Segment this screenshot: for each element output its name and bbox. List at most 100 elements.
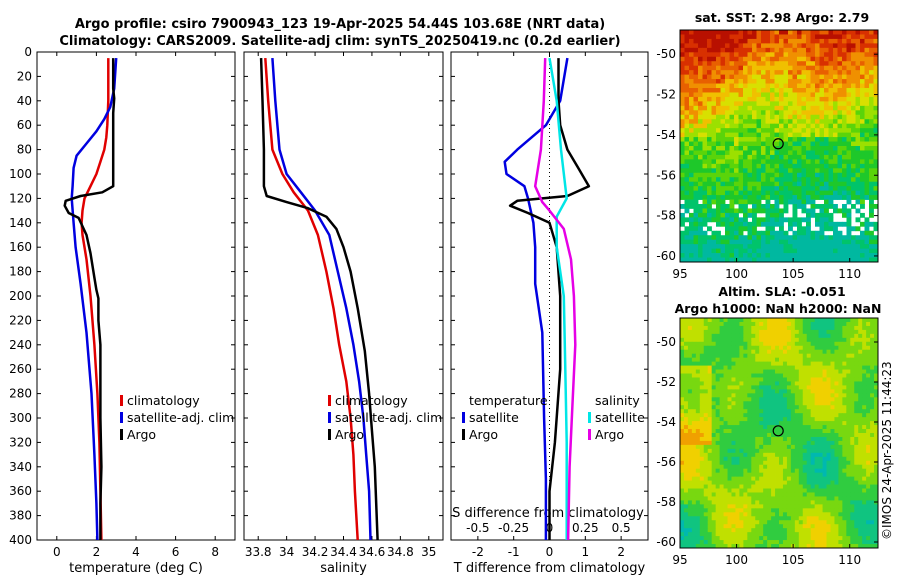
sst_map-cell xyxy=(716,38,721,44)
sla_map-cell xyxy=(747,369,752,374)
sst_map-cell xyxy=(788,119,793,125)
sla_map-cell xyxy=(723,341,728,347)
sla_map-cell xyxy=(834,488,839,493)
sst_map-cell xyxy=(788,199,793,205)
sla_map-cell xyxy=(814,365,819,370)
sst_map-cell xyxy=(855,235,861,241)
sla_map-cell xyxy=(779,460,784,466)
sla_map-cell xyxy=(695,504,701,509)
sst_map-cell xyxy=(743,92,748,98)
sla_map-cell xyxy=(866,500,871,505)
sla_map-cell xyxy=(822,484,827,489)
sla_map-cell xyxy=(715,425,720,430)
sla_map-cell xyxy=(838,369,843,374)
sst_map-cell xyxy=(711,105,717,111)
sla_map-cell xyxy=(810,325,816,331)
sla_map-cell xyxy=(723,321,728,327)
sst_map-cell xyxy=(869,70,874,76)
sla_map-cell xyxy=(727,413,732,418)
sla_map-cell xyxy=(814,373,819,378)
sla_map-cell xyxy=(775,429,780,434)
sst_map-cell xyxy=(743,239,748,245)
sst_map-cell xyxy=(806,43,811,49)
sla_map-cell xyxy=(699,444,705,450)
depth-tick-label: 380 xyxy=(9,509,32,523)
sst_map-cell xyxy=(693,114,699,120)
sst_map-cell xyxy=(797,43,802,49)
sla_map-cell xyxy=(834,385,839,390)
sst_map-cell xyxy=(815,248,820,254)
sst_map-cell xyxy=(734,88,739,93)
sst_map-cell xyxy=(801,257,807,263)
sst_map-cell xyxy=(851,38,856,44)
sla_map-cell xyxy=(850,329,855,335)
sla_map-cell xyxy=(854,417,859,422)
sla_map-cell xyxy=(834,413,839,418)
sst_map-cell xyxy=(815,195,820,200)
sst_map-cell xyxy=(734,159,739,165)
sla_map-cell xyxy=(687,369,693,374)
sst_map-cell xyxy=(824,239,829,245)
sla_map-cell xyxy=(854,460,859,466)
sla_map-cell xyxy=(810,433,816,438)
sst_map-cell xyxy=(765,119,771,125)
sst_map-cell xyxy=(792,70,798,76)
sla_map-cell xyxy=(743,468,748,474)
sst_map-cell xyxy=(869,38,874,44)
sla_map-cell xyxy=(786,381,792,386)
sst_map-cell xyxy=(801,114,807,120)
sst_map-cell xyxy=(851,110,856,116)
sst_map-cell xyxy=(846,199,852,205)
sla_map-cell xyxy=(695,452,701,458)
sla_map-cell xyxy=(862,464,867,470)
sst_map-cell xyxy=(716,110,721,116)
sst_map-cell xyxy=(711,70,717,76)
sst_map-cell xyxy=(747,212,753,218)
sst_map-cell xyxy=(779,61,784,67)
sst_map-cell xyxy=(860,83,865,89)
sst_map-cell xyxy=(693,239,699,245)
sst_map-cell xyxy=(846,195,852,200)
sla_map-cell xyxy=(727,464,732,470)
depth-tick-label: 360 xyxy=(9,484,32,498)
sla_map-cell xyxy=(842,361,847,366)
sst_map-cell xyxy=(684,61,690,67)
sst_map-cell xyxy=(747,70,753,76)
sla_map-cell xyxy=(802,341,808,347)
sla_map-cell xyxy=(838,425,843,430)
sst_map-cell xyxy=(783,52,789,58)
sla_map-cell xyxy=(850,349,855,355)
sst_map-cell xyxy=(729,96,735,102)
sst_map-cell xyxy=(738,96,744,102)
sst_map-cell xyxy=(734,34,739,40)
sst_map-cell xyxy=(761,132,766,138)
sst_map-cell xyxy=(846,150,852,156)
sst_map-cell xyxy=(684,230,690,236)
sla_map-cell xyxy=(814,468,819,474)
sst_map-cell xyxy=(689,56,694,62)
sla_map-cell xyxy=(798,433,804,438)
sst_map-cell xyxy=(707,34,712,40)
sst_map-cell xyxy=(873,74,879,80)
sst_map-cell xyxy=(855,88,861,93)
sla_map-cell xyxy=(755,345,760,351)
sst_map-cell xyxy=(810,181,816,187)
sst_map-cell xyxy=(684,150,690,156)
sst_map-cell xyxy=(806,56,811,62)
sst_map-cell xyxy=(873,226,879,232)
sla_map-cell xyxy=(723,318,728,323)
sla_map-cell xyxy=(818,369,823,374)
sla_map-cell xyxy=(711,484,717,489)
sla_map-cell xyxy=(715,318,720,323)
sst_map-cell xyxy=(729,128,735,134)
sla_map-cell xyxy=(743,476,748,481)
sla_map-cell xyxy=(822,492,827,497)
sst_map-cell xyxy=(684,43,690,49)
sla_map-cell xyxy=(751,393,756,398)
sst_map-cell xyxy=(698,154,703,160)
sst_map-cell xyxy=(707,38,712,44)
sla_map-cell xyxy=(826,417,831,422)
sst_map-cell xyxy=(788,239,793,245)
sla_map-cell xyxy=(699,456,705,462)
